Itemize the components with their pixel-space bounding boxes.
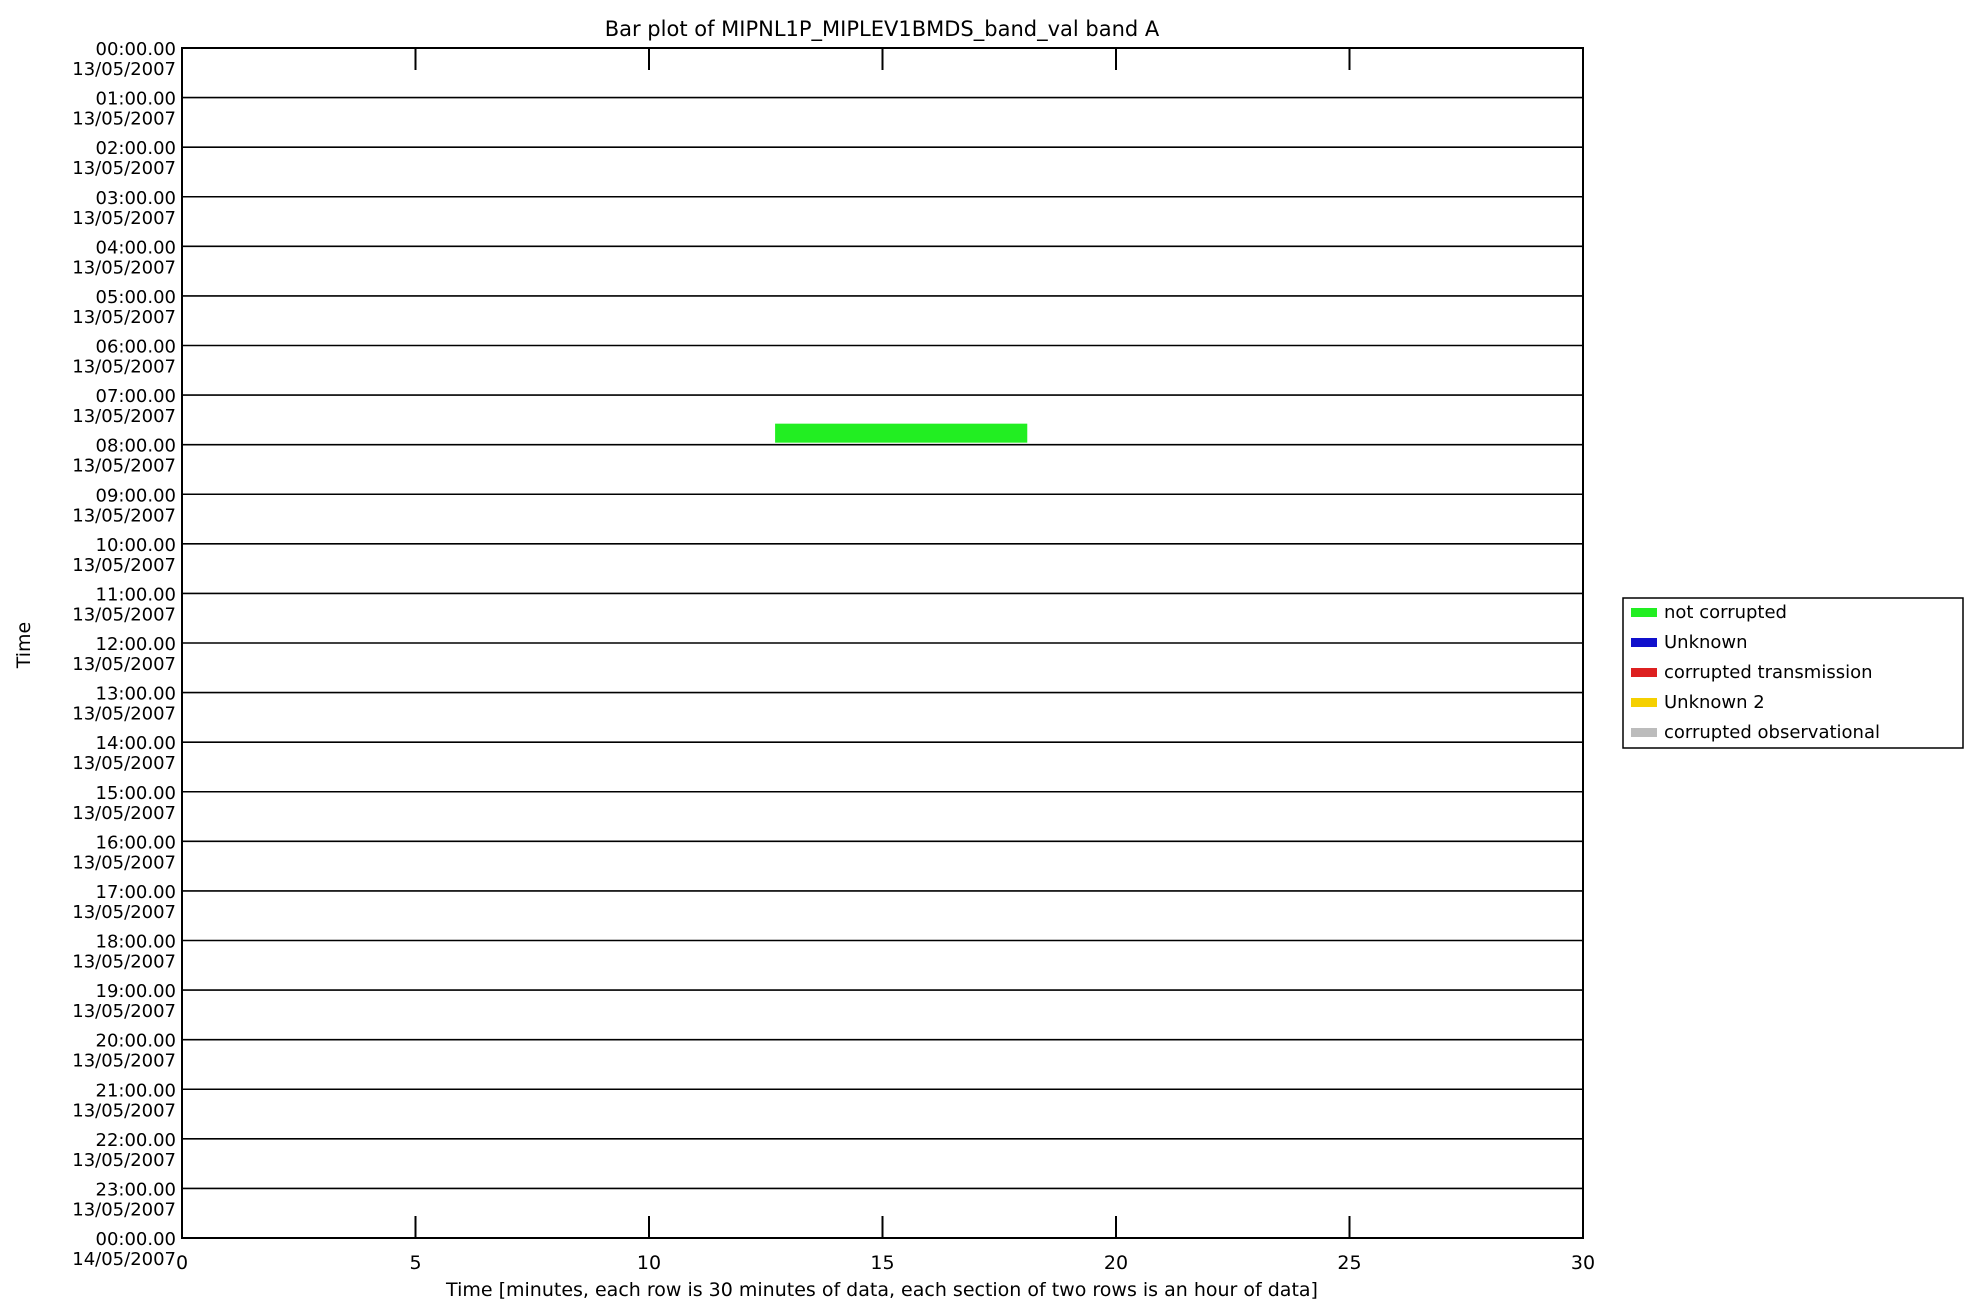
y-tick-time-label: 10:00.00 bbox=[96, 535, 177, 556]
y-tick-time-label: 00:00.00 bbox=[96, 39, 177, 60]
y-tick-time-label: 23:00.00 bbox=[96, 1179, 177, 1200]
y-axis-label: Time bbox=[13, 622, 35, 670]
y-tick-time-label: 18:00.00 bbox=[96, 932, 177, 953]
y-tick-date-label: 13/05/2007 bbox=[72, 109, 176, 130]
y-tick-time-label: 16:00.00 bbox=[96, 832, 177, 853]
y-tick-date-label: 13/05/2007 bbox=[72, 852, 176, 873]
y-tick-date-label: 13/05/2007 bbox=[72, 555, 176, 576]
y-tick-date-label: 13/05/2007 bbox=[72, 1100, 176, 1121]
y-tick-time-label: 09:00.00 bbox=[96, 485, 177, 506]
x-axis-label: Time [minutes, each row is 30 minutes of… bbox=[445, 1279, 1318, 1301]
y-tick-time-label: 20:00.00 bbox=[96, 1031, 177, 1052]
plot-area-frame bbox=[181, 47, 1584, 1239]
legend-label: Unknown 2 bbox=[1664, 692, 1765, 713]
x-axis-ticks bbox=[414, 48, 1351, 1238]
y-tick-time-label: 06:00.00 bbox=[96, 337, 177, 358]
legend-swatch bbox=[1631, 698, 1657, 707]
y-tick-date-label: 13/05/2007 bbox=[72, 1150, 176, 1171]
y-tick-date-label: 13/05/2007 bbox=[72, 1199, 176, 1220]
y-tick-date-label: 13/05/2007 bbox=[72, 753, 176, 774]
legend-label: Unknown bbox=[1664, 632, 1748, 653]
legend-swatch bbox=[1631, 668, 1657, 677]
y-axis-tick-labels: 00:00.0013/05/200701:00.0013/05/200702:0… bbox=[72, 39, 176, 1270]
y-tick-date-label: 13/05/2007 bbox=[72, 257, 176, 278]
x-tick-label: 10 bbox=[637, 1252, 661, 1274]
x-tick-label: 0 bbox=[176, 1252, 188, 1274]
y-tick-time-label: 11:00.00 bbox=[96, 584, 177, 605]
chart-legend: not corrupted Unknown corrupted transmissi… bbox=[1622, 597, 1964, 749]
y-tick-time-label: 21:00.00 bbox=[96, 1080, 177, 1101]
y-tick-date-label: 13/05/2007 bbox=[72, 456, 176, 477]
y-tick-time-label: 07:00.00 bbox=[96, 386, 177, 407]
x-tick-label: 30 bbox=[1571, 1252, 1595, 1274]
y-tick-date-label: 13/05/2007 bbox=[72, 59, 176, 80]
y-tick-date-label: 13/05/2007 bbox=[72, 406, 176, 427]
legend-swatch bbox=[1631, 728, 1657, 737]
x-tick-label: 20 bbox=[1104, 1252, 1128, 1274]
y-tick-time-label: 02:00.00 bbox=[96, 138, 177, 159]
legend-label: corrupted transmission bbox=[1664, 662, 1873, 683]
row-gridlines bbox=[182, 96, 1583, 1190]
y-tick-date-label: 13/05/2007 bbox=[72, 952, 176, 973]
y-tick-date-label: 13/05/2007 bbox=[72, 704, 176, 725]
y-tick-date-label: 13/05/2007 bbox=[72, 357, 176, 378]
x-tick-label: 5 bbox=[409, 1252, 421, 1274]
y-tick-time-label: 17:00.00 bbox=[96, 882, 177, 903]
x-tick-label: 15 bbox=[870, 1252, 894, 1274]
y-tick-time-label: 22:00.00 bbox=[96, 1130, 177, 1151]
y-tick-date-label: 13/05/2007 bbox=[72, 654, 176, 675]
y-tick-time-label: 05:00.00 bbox=[96, 287, 177, 308]
y-tick-date-label: 13/05/2007 bbox=[72, 803, 176, 824]
y-tick-time-label: 14:00.00 bbox=[96, 733, 177, 754]
y-tick-time-label: 03:00.00 bbox=[96, 188, 177, 209]
y-tick-time-label: 04:00.00 bbox=[96, 237, 177, 258]
data-bar bbox=[775, 423, 1028, 443]
y-tick-time-label: 00:00.00 bbox=[96, 1229, 177, 1250]
data-bars bbox=[775, 423, 1028, 443]
y-tick-time-label: 12:00.00 bbox=[96, 634, 177, 655]
legend-label: corrupted observational bbox=[1664, 722, 1880, 743]
x-tick-label: 25 bbox=[1337, 1252, 1361, 1274]
y-tick-date-label: 13/05/2007 bbox=[72, 307, 176, 328]
y-tick-date-label: 13/05/2007 bbox=[72, 1001, 176, 1022]
y-tick-date-label: 13/05/2007 bbox=[72, 505, 176, 526]
y-tick-date-label: 13/05/2007 bbox=[72, 604, 176, 625]
y-tick-time-label: 01:00.00 bbox=[96, 89, 177, 110]
x-axis-tick-labels: 0 5 10 15 20 25 30 bbox=[176, 1252, 1595, 1274]
y-tick-time-label: 15:00.00 bbox=[96, 783, 177, 804]
y-tick-date-label: 13/05/2007 bbox=[72, 902, 176, 923]
chart-title: Bar plot of MIPNL1P_MIPLEV1BMDS_band_val… bbox=[605, 17, 1160, 42]
y-tick-time-label: 13:00.00 bbox=[96, 684, 177, 705]
y-tick-date-label: 13/05/2007 bbox=[72, 1051, 176, 1072]
y-tick-date-label: 13/05/2007 bbox=[72, 158, 176, 179]
y-tick-date-label: 14/05/2007 bbox=[72, 1249, 176, 1270]
legend-swatch bbox=[1631, 638, 1657, 647]
legend-box bbox=[1622, 597, 1964, 749]
y-tick-time-label: 19:00.00 bbox=[96, 981, 177, 1002]
legend-label: not corrupted bbox=[1664, 602, 1787, 623]
y-tick-time-label: 08:00.00 bbox=[96, 436, 177, 457]
y-tick-date-label: 13/05/2007 bbox=[72, 208, 176, 229]
legend-swatch bbox=[1631, 608, 1657, 617]
